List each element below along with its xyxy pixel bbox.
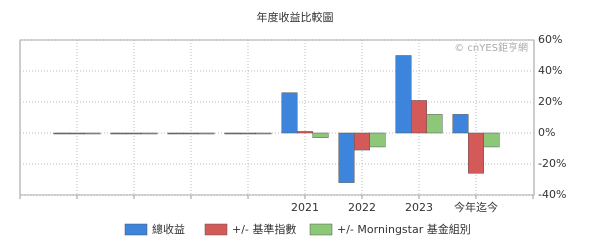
watermark: © cnYES鉅亨網: [454, 41, 528, 54]
legend-swatch: [309, 223, 333, 236]
bar: [167, 132, 184, 135]
bar: [369, 132, 386, 148]
bar: [255, 132, 272, 135]
y-tick-label: -40%: [538, 188, 566, 201]
legend-label: +/- Morningstar 基金組別: [337, 222, 471, 236]
bar: [183, 132, 199, 135]
bar: [69, 132, 85, 135]
bar: [141, 132, 158, 135]
bar: [411, 100, 427, 134]
bar: [354, 132, 370, 151]
x-tick-label: 今年迄今: [454, 200, 498, 214]
legend-label: 總收益: [152, 222, 185, 236]
y-tick-label: -20%: [538, 157, 566, 170]
y-tick-label: 60%: [538, 33, 562, 46]
bar: [297, 131, 313, 134]
bar: [240, 132, 256, 135]
bar: [468, 132, 484, 174]
bar: [338, 132, 355, 183]
chart-title: 年度收益比較圖: [257, 10, 334, 24]
x-tick-label: 2021: [291, 201, 319, 214]
bar: [110, 132, 127, 135]
x-tick-label: 2022: [348, 201, 376, 214]
bar: [84, 132, 101, 135]
bar: [281, 92, 298, 134]
bar: [126, 132, 142, 135]
plot-frame: [19, 39, 535, 196]
legend-swatch: [204, 223, 228, 236]
legend-label: +/- 基準指數: [232, 222, 296, 236]
y-tick-label: 40%: [538, 64, 562, 77]
bar: [395, 55, 412, 134]
bar: [312, 132, 329, 138]
bar: [426, 114, 443, 134]
legend-swatch: [124, 223, 148, 236]
bar: [224, 132, 241, 135]
x-tick-label: 2023: [405, 201, 433, 214]
bar: [483, 132, 500, 148]
y-tick-label: 0%: [538, 126, 555, 139]
bar: [452, 114, 469, 134]
bar: [53, 132, 70, 135]
bar: [198, 132, 215, 135]
y-tick-label: 20%: [538, 95, 562, 108]
